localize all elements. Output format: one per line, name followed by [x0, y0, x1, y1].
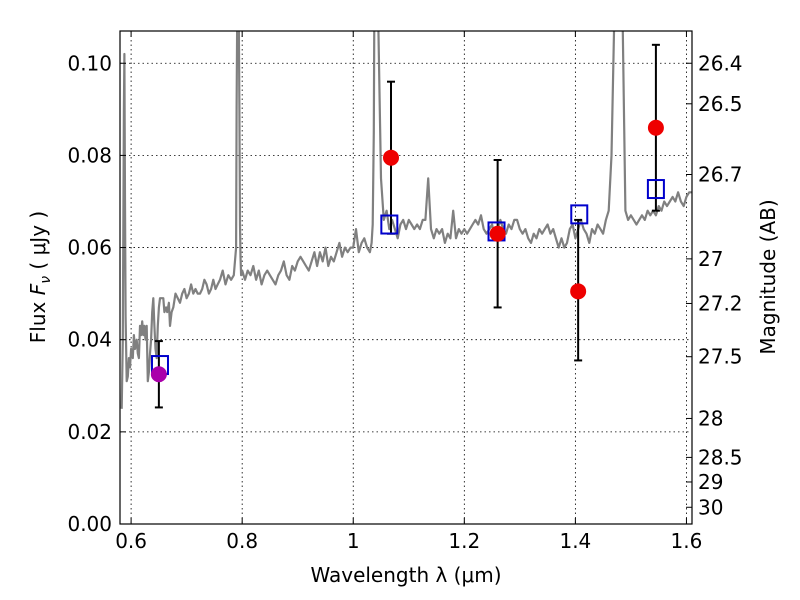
observed-point — [383, 149, 400, 166]
y-tick-label: 0.02 — [67, 420, 112, 444]
y-tick-label: 0.10 — [67, 51, 112, 75]
observed-points — [150, 119, 664, 383]
magnitude-tick-label: 27.2 — [698, 291, 743, 315]
magnitude-tick-label: 30 — [698, 495, 723, 519]
observed-point — [150, 366, 167, 383]
model-photometry-square — [570, 204, 589, 225]
x-tick-label: 1.6 — [671, 529, 703, 553]
x-tick-label: 1 — [347, 529, 360, 553]
y-tick-label: 0.04 — [67, 328, 112, 352]
magnitude-tick-label: 26.7 — [698, 162, 743, 186]
observed-point — [489, 225, 506, 242]
y-axis-label: Flux Fν ( μJy ) — [26, 211, 54, 343]
x-tick-label: 1.2 — [448, 529, 480, 553]
y-axis-ticks: 0.00 0.02 0.04 0.06 0.08 0.10 — [67, 51, 126, 536]
magnitude-tick-label: 27 — [698, 247, 723, 271]
observed-point — [570, 283, 587, 300]
x-tick-label: 1.4 — [559, 529, 591, 553]
x-tick-label: 0.6 — [115, 529, 147, 553]
magnitude-tick-label: 27.5 — [698, 345, 743, 369]
observed-point — [647, 119, 664, 136]
magnitude-tick-label: 28 — [698, 406, 723, 430]
y-axis-label-right: Magnitude (AB) — [756, 199, 780, 354]
magnitude-tick-label: 28.5 — [698, 445, 743, 469]
magnitude-tick-label: 26.5 — [698, 92, 743, 116]
model-photometry-square — [380, 214, 399, 235]
x-axis-label: Wavelength λ (μm) — [310, 563, 501, 587]
y-tick-label: 0.06 — [67, 236, 112, 260]
model-photometry-square — [646, 179, 665, 200]
y-tick-label: 0.00 — [67, 512, 112, 536]
x-tick-label: 0.8 — [226, 529, 258, 553]
y-tick-label: 0.08 — [67, 143, 112, 167]
magnitude-tick-label: 29 — [698, 470, 723, 494]
plot-frame — [119, 30, 693, 525]
magnitude-tick-label: 26.4 — [698, 51, 743, 75]
x-axis-ticks: 0.6 0.8 1 1.2 1.4 1.6 — [115, 31, 702, 553]
plot-area-background — [120, 31, 692, 524]
